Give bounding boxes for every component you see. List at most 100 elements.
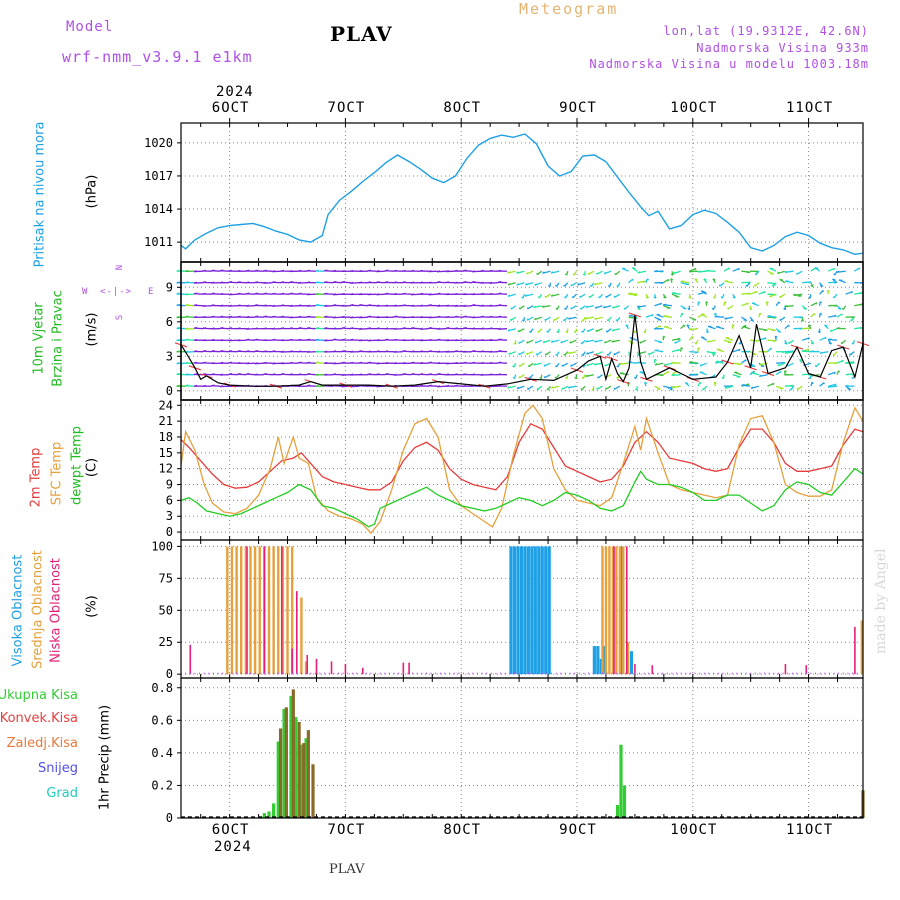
wind-arrow-head (410, 361, 415, 364)
wind-arrow (810, 302, 818, 307)
wind-arrow-head (833, 273, 836, 276)
wind-arrow-head (402, 327, 406, 330)
low-cloud-bar (854, 626, 856, 675)
low-cloud-bar (330, 661, 333, 675)
wind-arrow-head (746, 302, 749, 306)
wind-arrow-head (819, 312, 823, 316)
wind-arrow-head (341, 304, 345, 307)
y-tick-label: 9 (166, 280, 173, 294)
wind-arrow (842, 305, 847, 310)
wind-arrow-head (808, 296, 811, 299)
wind-arrow-head (714, 381, 717, 385)
wind-arrow-head (419, 339, 423, 342)
wind-arrow-head (358, 339, 363, 342)
x-tick-label: 9OCT (559, 100, 597, 116)
wind-arrow-head (306, 338, 311, 341)
wind-arrow-head (699, 381, 702, 385)
panel-frame (180, 122, 864, 263)
wind-arrow-head (315, 350, 319, 353)
y-tick-label: 6 (166, 493, 173, 507)
wind-arrow-head (341, 269, 345, 273)
wind-arrow-head (219, 304, 224, 307)
wind-arrow-head (193, 338, 198, 341)
wind-arrow-head (228, 304, 232, 307)
wind-arrow-head (306, 361, 311, 364)
wind-arrow-head (471, 280, 476, 283)
wind-arrow-head (202, 315, 206, 318)
mid-cloud-bar (622, 546, 625, 675)
wind-arrow (674, 339, 681, 344)
wind-arrow-head (516, 271, 519, 274)
wind-arrow (572, 293, 577, 299)
wind-arrow-head (211, 327, 215, 330)
wind-arrow-head (228, 361, 233, 364)
wind-arrow-head (289, 269, 293, 273)
low-cloud-bar (280, 546, 283, 675)
total-precip-bar (276, 741, 280, 818)
wind-arrow-head (507, 283, 511, 286)
wind-compass: W E <-|-> N S (82, 262, 158, 324)
wind-arrow-head (219, 373, 224, 376)
wind-arrow-head (585, 374, 589, 377)
wind-arrow-head (824, 337, 827, 340)
wind-arrow (510, 305, 517, 310)
mid-cloud-bar (286, 546, 289, 675)
x-tick-label: 6OCT (211, 822, 250, 838)
high-cloud-bar (526, 546, 530, 675)
y-tick-label: 0 (166, 811, 173, 825)
wind-arrow-head (376, 362, 380, 365)
wind-arrow-head (480, 327, 484, 330)
wind-arrow-head (228, 327, 233, 330)
high-cloud-bar (544, 546, 548, 675)
wind-arrow-head (176, 338, 180, 342)
wind-arrow-head (367, 269, 372, 272)
wind-arrow-head (565, 330, 568, 334)
wind-arrow (581, 339, 586, 345)
wind-arrow-head (738, 348, 741, 352)
wind-arrow-head (616, 376, 619, 379)
high-cloud-bar (516, 546, 520, 675)
wind-arrow-head (586, 363, 589, 367)
wind-arrow-head (393, 269, 398, 272)
wind-arrow-head (384, 361, 389, 364)
wind-arrow-head (228, 350, 233, 353)
wind-arrow-head (585, 316, 588, 320)
wind-arrow (850, 316, 855, 322)
wind-arrow-head (703, 278, 707, 281)
wind-arrow-head (237, 315, 241, 318)
precip-legend-total: Ukupna Kisa (0, 688, 78, 703)
wind-arrow-head (613, 387, 616, 390)
compass-west: W (82, 287, 89, 297)
wind-arrow (570, 305, 577, 310)
high-cloud-bar (596, 646, 600, 675)
wind-arrow-head (677, 337, 681, 341)
wind-arrow-head (539, 376, 542, 380)
wind-arrow-head (237, 292, 241, 295)
wind-arrow-head (569, 341, 572, 344)
wind-arrow-head (306, 384, 311, 387)
wind-arrow-head (772, 340, 777, 342)
wind-arrow-head (594, 340, 597, 343)
wind-arrow-head (393, 304, 397, 307)
wind-arrow-head (758, 363, 762, 366)
wind-arrow-head (376, 327, 380, 330)
wind-arrow-head (272, 338, 276, 341)
wind-arrow (639, 339, 647, 344)
wind-arrow-head (185, 338, 189, 341)
wind-arrow-head (393, 338, 398, 341)
x-tick-label: 10OCT (670, 100, 718, 116)
mid-cloud-bar (618, 546, 622, 675)
wind-arrow-head (298, 384, 302, 388)
y-tick-label: 0.4 (151, 746, 173, 760)
wind-arrow-head (471, 304, 476, 306)
wind-arrow-head (315, 315, 319, 318)
wind-arrow-head (428, 293, 432, 296)
wind-arrow-head (237, 373, 241, 375)
wind-arrow-head (463, 384, 467, 387)
wind-arrow-head (644, 381, 648, 385)
wind-arrow-head (237, 269, 241, 272)
wind-arrow-head (489, 350, 493, 353)
wind-arrow-head (176, 350, 180, 353)
wind-arrow-head (350, 293, 354, 296)
wind-arrow-head (410, 350, 415, 353)
